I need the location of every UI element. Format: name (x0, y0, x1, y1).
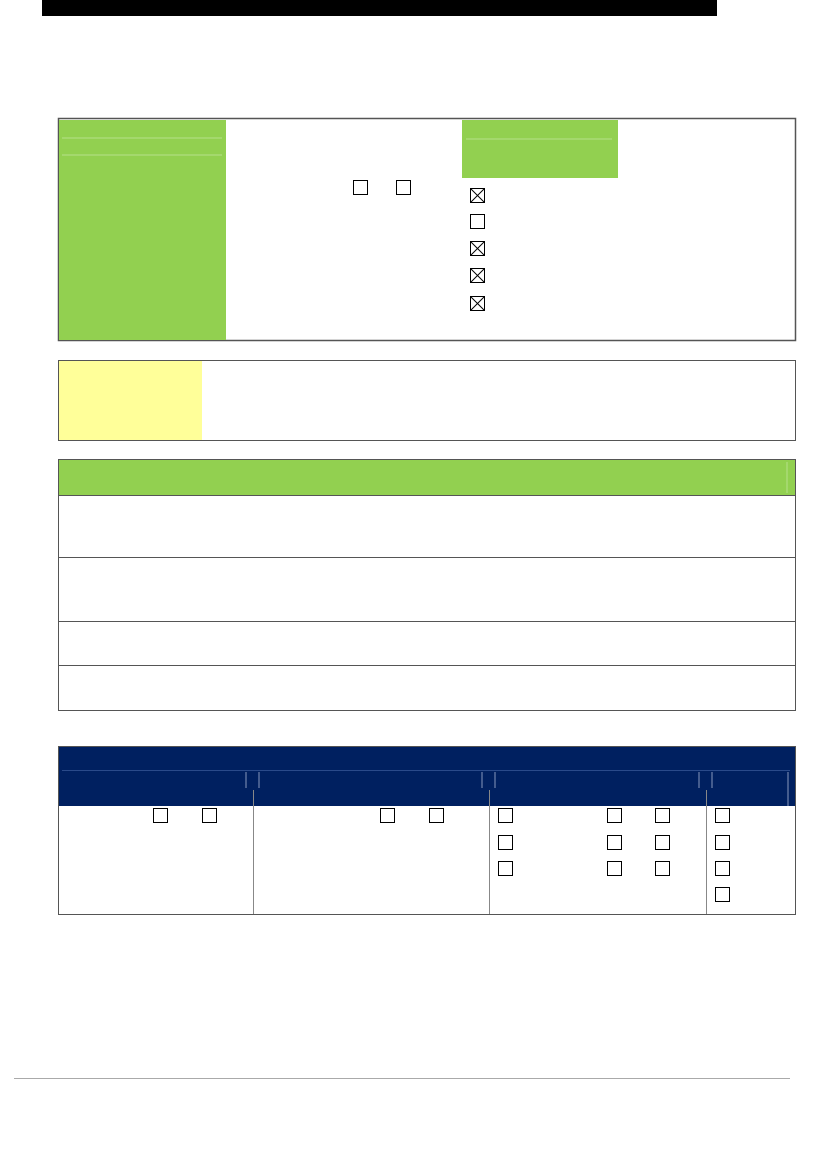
section-box (58, 459, 796, 711)
header-separators (245, 772, 789, 806)
checkbox[interactable] (498, 808, 513, 823)
checkbox[interactable] (655, 835, 670, 850)
table-checkboxes (153, 808, 730, 902)
column-borders (253, 790, 707, 914)
checkbox[interactable] (715, 835, 730, 850)
check-cross (470, 188, 485, 203)
check-cross (470, 296, 485, 311)
checkbox[interactable] (470, 214, 485, 229)
checkbox[interactable] (607, 835, 622, 850)
label-block (462, 120, 618, 178)
checkbox[interactable] (715, 861, 730, 876)
checkbox[interactable] (396, 180, 411, 195)
checkbox[interactable] (353, 180, 368, 195)
label-cell (59, 361, 202, 440)
check-cross (470, 268, 485, 283)
table-header (59, 747, 795, 806)
checkbox[interactable] (498, 835, 513, 850)
checkbox[interactable] (153, 808, 168, 823)
header-bar (42, 0, 717, 16)
checkbox[interactable] (655, 808, 670, 823)
checkbox[interactable] (607, 808, 622, 823)
checkbox[interactable] (498, 861, 513, 876)
checkbox[interactable] (607, 861, 622, 876)
check-cross (470, 241, 485, 256)
checkbox[interactable] (429, 808, 444, 823)
checkbox[interactable] (715, 887, 730, 902)
checkbox[interactable] (202, 808, 217, 823)
checkbox[interactable] (655, 861, 670, 876)
section-header (59, 460, 795, 495)
label-column (59, 120, 226, 340)
checkbox[interactable] (380, 808, 395, 823)
checkbox-group (470, 188, 485, 311)
checkbox[interactable] (715, 808, 730, 823)
